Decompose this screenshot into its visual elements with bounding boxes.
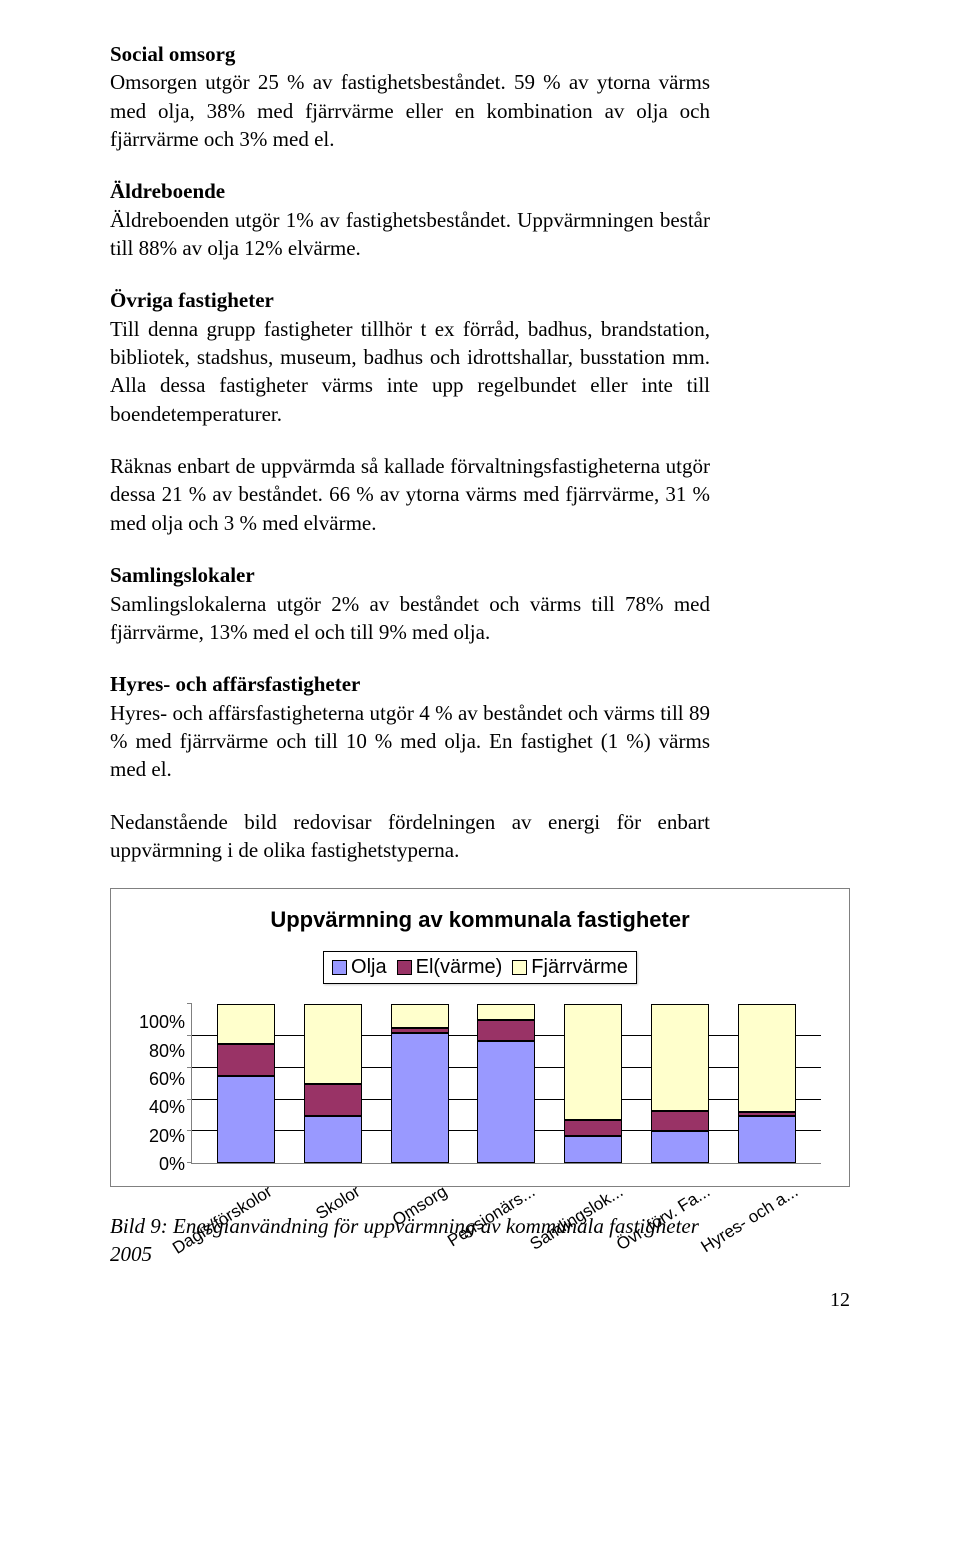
chart-area: 100%80%60%40%20%0% <box>139 1004 821 1164</box>
section-social-omsorg: Social omsorg Omsorgen utgör 25 % av fas… <box>110 40 710 153</box>
bar-segment-fjarr <box>304 1004 362 1084</box>
bar <box>651 1004 709 1163</box>
y-tick <box>187 1099 192 1100</box>
body-aldreboende: Äldreboenden utgör 1% av fastighetsbestå… <box>110 206 710 263</box>
legend-item: Olja <box>332 956 387 979</box>
section-samlingslokaler: Samlingslokaler Samlingslokalerna utgör … <box>110 561 710 646</box>
bar-segment-olja <box>564 1136 622 1163</box>
page-number: 12 <box>110 1289 850 1312</box>
legend-swatch <box>512 960 527 975</box>
bar-segment-el <box>304 1084 362 1116</box>
bar-segment-fjarr <box>738 1004 796 1112</box>
bar-segment-el <box>651 1111 709 1132</box>
y-tick <box>187 1162 192 1163</box>
bar-segment-el <box>564 1120 622 1136</box>
body-hyres: Hyres- och affärsfastigheterna utgör 4 %… <box>110 699 710 784</box>
y-tick <box>187 1130 192 1131</box>
bar-segment-olja <box>217 1076 275 1163</box>
x-tick-label: Hyres- och a... <box>747 1174 796 1205</box>
body-ovriga: Till denna grupp fastigheter tillhör t e… <box>110 315 710 428</box>
document-page: Social omsorg Omsorgen utgör 25 % av fas… <box>0 0 960 1352</box>
bar-segment-olja <box>651 1131 709 1163</box>
y-tick-label: 80% <box>139 1042 185 1060</box>
section-aldreboende: Äldreboende Äldreboenden utgör 1% av fas… <box>110 177 710 262</box>
y-tick-label: 20% <box>139 1127 185 1145</box>
plot-area <box>191 1004 821 1164</box>
y-tick <box>187 1003 192 1004</box>
legend-item: El(värme) <box>397 956 503 979</box>
bar-segment-fjarr <box>564 1004 622 1120</box>
bar <box>391 1004 449 1163</box>
heading-aldreboende: Äldreboende <box>110 177 710 205</box>
y-tick-label: 40% <box>139 1098 185 1116</box>
heading-ovriga: Övriga fastigheter <box>110 286 710 314</box>
body-ovriga-p2: Räknas enbart de uppvärmda så kallade fö… <box>110 452 710 537</box>
bar-segment-olja <box>304 1116 362 1164</box>
bar-segment-olja <box>391 1033 449 1163</box>
bar-segment-fjarr <box>651 1004 709 1111</box>
chart-legend: Olja El(värme) Fjärrvärme <box>323 951 637 984</box>
heading-samlingslokaler: Samlingslokaler <box>110 561 710 589</box>
y-tick-label: 0% <box>139 1155 185 1173</box>
bar-segment-fjarr <box>477 1004 535 1020</box>
bar-segment-el <box>217 1044 275 1076</box>
legend-item: Fjärrvärme <box>512 956 628 979</box>
bar <box>217 1004 275 1163</box>
heading-social-omsorg: Social omsorg <box>110 40 710 68</box>
y-tick-label: 60% <box>139 1070 185 1088</box>
bar-segment-el <box>477 1020 535 1041</box>
x-tick-label: Skolor <box>308 1174 357 1205</box>
bar <box>738 1004 796 1163</box>
section-hyres: Hyres- och affärsfastigheter Hyres- och … <box>110 670 710 783</box>
section-ovriga: Övriga fastigheter Till denna grupp fast… <box>110 286 710 428</box>
y-axis: 100%80%60%40%20%0% <box>139 1004 191 1164</box>
text-column: Social omsorg Omsorgen utgör 25 % av fas… <box>110 40 710 864</box>
body-samlingslokaler: Samlingslokalerna utgör 2% av beståndet … <box>110 590 710 647</box>
x-tick-label: Samlingslok... <box>571 1174 620 1205</box>
x-tick-label: Omsorg <box>396 1174 445 1205</box>
y-tick <box>187 1035 192 1036</box>
bar-segment-olja <box>477 1041 535 1163</box>
chart-title: Uppvärmning av kommunala fastigheter <box>139 907 821 933</box>
chart-container: Uppvärmning av kommunala fastigheter Olj… <box>110 888 850 1187</box>
bar-segment-fjarr <box>391 1004 449 1028</box>
body-social-omsorg: Omsorgen utgör 25 % av fastighetsbestånd… <box>110 68 710 153</box>
bar-segment-olja <box>738 1116 796 1164</box>
y-tick-label: 100% <box>139 1013 185 1031</box>
legend-swatch <box>332 960 347 975</box>
y-tick <box>187 1067 192 1068</box>
x-tick-label: Dagis/förskolor <box>221 1174 270 1205</box>
x-tick-label: Pensionärs... <box>484 1174 533 1205</box>
chart-lead-in: Nedanstående bild redovisar fördelningen… <box>110 808 710 865</box>
bar-segment-fjarr <box>217 1004 275 1044</box>
legend-label: Fjärrvärme <box>531 956 628 979</box>
bar <box>477 1004 535 1163</box>
bar <box>564 1004 622 1163</box>
x-tick-label: Övr. förv. Fa... <box>659 1174 708 1205</box>
legend-label: El(värme) <box>416 956 503 979</box>
heading-hyres: Hyres- och affärsfastigheter <box>110 670 710 698</box>
legend-swatch <box>397 960 412 975</box>
legend-label: Olja <box>351 956 387 979</box>
bar <box>304 1004 362 1163</box>
